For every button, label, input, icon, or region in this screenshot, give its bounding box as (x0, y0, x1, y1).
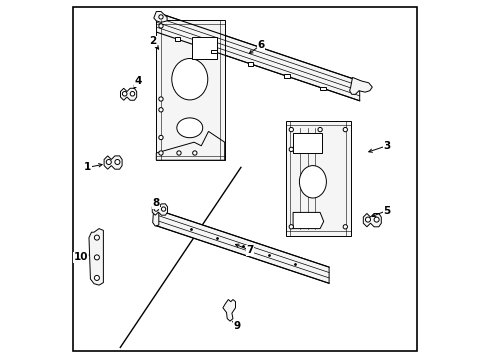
Circle shape (192, 151, 197, 155)
Circle shape (317, 127, 322, 132)
Text: 4: 4 (134, 76, 142, 86)
Polygon shape (153, 12, 167, 22)
Circle shape (106, 159, 111, 165)
Circle shape (159, 24, 163, 28)
Polygon shape (156, 20, 224, 160)
Circle shape (130, 91, 135, 96)
Circle shape (288, 147, 293, 152)
Circle shape (159, 97, 163, 101)
Polygon shape (320, 87, 325, 90)
Text: 9: 9 (233, 321, 241, 331)
Text: 6: 6 (257, 40, 264, 50)
Circle shape (94, 235, 99, 240)
Polygon shape (156, 210, 328, 283)
Circle shape (177, 151, 181, 155)
Circle shape (115, 159, 120, 165)
Circle shape (159, 151, 163, 155)
Text: 5: 5 (382, 206, 389, 216)
Circle shape (159, 135, 163, 140)
Circle shape (122, 91, 127, 96)
Circle shape (159, 15, 163, 19)
Text: 7: 7 (246, 245, 253, 255)
Polygon shape (89, 229, 103, 285)
Polygon shape (363, 213, 381, 227)
Polygon shape (211, 50, 217, 53)
Circle shape (161, 207, 165, 211)
Polygon shape (152, 206, 159, 226)
Polygon shape (223, 300, 235, 321)
Polygon shape (152, 204, 167, 215)
Polygon shape (292, 212, 323, 229)
Text: 10: 10 (73, 252, 88, 262)
Circle shape (159, 108, 163, 112)
Text: 8: 8 (152, 198, 160, 208)
Ellipse shape (171, 58, 207, 100)
Polygon shape (285, 121, 350, 236)
Circle shape (288, 127, 293, 132)
Circle shape (154, 207, 158, 211)
Ellipse shape (299, 166, 325, 198)
Ellipse shape (177, 118, 203, 138)
Polygon shape (120, 88, 137, 100)
Polygon shape (247, 62, 253, 66)
Polygon shape (174, 37, 180, 41)
Circle shape (288, 225, 293, 229)
Text: 3: 3 (382, 141, 389, 151)
Circle shape (343, 225, 347, 229)
Polygon shape (104, 156, 122, 169)
Circle shape (94, 275, 99, 280)
Polygon shape (156, 131, 224, 160)
Polygon shape (157, 13, 359, 101)
Polygon shape (284, 75, 289, 78)
Text: 1: 1 (84, 162, 91, 172)
Circle shape (94, 255, 99, 260)
Circle shape (365, 217, 370, 222)
Bar (292, 133, 321, 153)
Circle shape (343, 127, 347, 132)
Polygon shape (349, 77, 371, 94)
Circle shape (373, 217, 378, 222)
Bar (192, 37, 216, 59)
Text: 2: 2 (149, 36, 156, 46)
